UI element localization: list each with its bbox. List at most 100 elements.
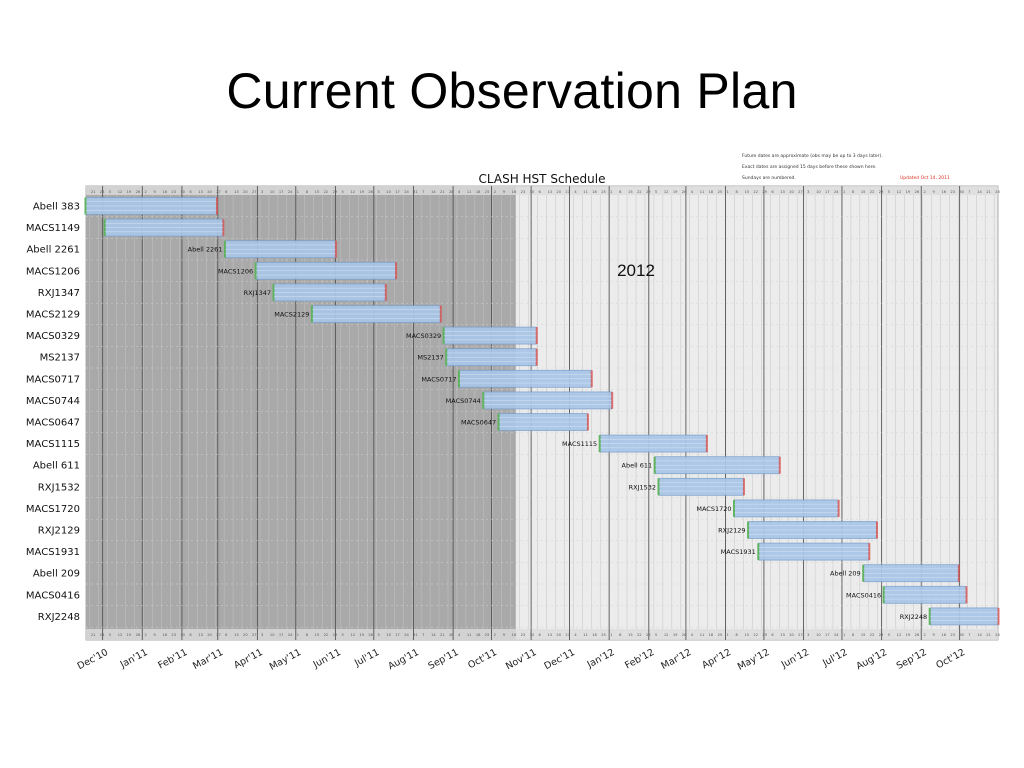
bar-end-marker (222, 219, 225, 237)
row-label: RXJ1347 (38, 288, 80, 299)
bar-start-marker (457, 370, 460, 388)
week-tick-label: 22 (324, 190, 329, 194)
week-tick-label: 10 (270, 190, 275, 194)
week-tick-label: 11 (467, 633, 472, 637)
schedule-bar (653, 456, 781, 475)
week-tick-label: 4 (691, 190, 694, 194)
week-tick-label: 14 (431, 633, 436, 637)
week-tick-label: 8 (736, 633, 739, 637)
week-tick-label: 26 (915, 190, 920, 194)
week-tick-label: 22 (753, 633, 758, 637)
week-tick-label: 24 (834, 633, 839, 637)
bar-label: Abell 209 (830, 570, 861, 578)
bar-end-marker (742, 478, 745, 496)
week-tick-label: 18 (592, 633, 597, 637)
week-tick-label: 4 (574, 190, 577, 194)
week-tick-label: 21 (986, 190, 991, 194)
week-tick-label: 17 (825, 190, 830, 194)
week-tick-label: 11 (700, 190, 705, 194)
week-tick-label: 28 (449, 190, 454, 194)
bar-end-marker (439, 305, 442, 323)
week-tick-label: 12 (118, 633, 123, 637)
week-tick-label: 9 (154, 190, 157, 194)
row-label: MACS1206 (26, 266, 80, 277)
week-tick-label: 10 (386, 633, 391, 637)
week-tick-label: 27 (216, 633, 221, 637)
week-tick-label: 16 (162, 633, 167, 637)
schedule-bar (272, 283, 387, 302)
bar-start-marker (272, 283, 275, 301)
week-tick-label: 2 (494, 190, 496, 194)
week-tick-label: 4 (458, 633, 461, 637)
week-tick-label: 7 (422, 190, 424, 194)
week-tick-label: 5 (655, 633, 657, 637)
week-tick-label: 17 (395, 190, 400, 194)
schedule-bar (310, 305, 442, 323)
week-tick-label: 16 (512, 633, 517, 637)
bar-start-marker (482, 391, 485, 409)
bar-label: Abell 611 (622, 462, 653, 470)
week-tick-label: 10 (816, 633, 821, 637)
week-tick-label: 9 (932, 633, 935, 637)
week-tick-label: 8 (619, 633, 622, 637)
week-tick-label: 6 (771, 190, 774, 194)
week-tick-label: 14 (977, 190, 982, 194)
row-label: MACS0744 (26, 396, 80, 407)
month-tick-label: Jun'11 (311, 647, 343, 671)
schedule-bar (223, 240, 337, 259)
week-tick-label: 12 (664, 190, 669, 194)
row-label: MACS1931 (26, 547, 80, 558)
row-label: MS2137 (40, 353, 80, 364)
week-tick-label: 9 (154, 633, 157, 637)
row-label: MACS1720 (26, 504, 80, 515)
week-tick-label: 30 (959, 633, 964, 637)
bar-label: MACS1720 (696, 505, 731, 513)
week-tick-label: 24 (834, 190, 839, 194)
schedule-bar (442, 326, 538, 345)
week-tick-label: 26 (136, 633, 141, 637)
week-tick-label: 15 (628, 190, 633, 194)
week-tick-label: 11 (467, 190, 472, 194)
week-tick-label: 24 (288, 190, 293, 194)
week-tick-label: 30 (959, 190, 964, 194)
week-tick-label: 27 (798, 633, 803, 637)
week-tick-label: 22 (753, 190, 758, 194)
row-label: MACS0647 (26, 418, 80, 429)
week-tick-label: 11 (583, 633, 588, 637)
week-tick-label: 30 (530, 190, 535, 194)
week-tick-label: 30 (180, 190, 185, 194)
week-tick-label: 13 (198, 190, 203, 194)
month-tick-label: Jan'11 (118, 647, 150, 671)
week-tick-label: 17 (825, 633, 830, 637)
bar-start-marker (497, 413, 500, 431)
week-tick-label: 3 (261, 190, 263, 194)
week-tick-label: 2 (924, 190, 926, 194)
bar-end-marker (705, 435, 708, 453)
schedule-bar (862, 564, 960, 583)
week-tick-label: 25 (718, 190, 723, 194)
row-label: Abell 611 (33, 461, 80, 472)
week-tick-label: 4 (458, 190, 461, 194)
row-label: MACS1149 (26, 223, 80, 234)
week-tick-label: 21 (91, 633, 96, 637)
bar-label: MACS0744 (446, 397, 481, 405)
week-tick-label: 26 (136, 190, 141, 194)
week-tick-label: 21 (440, 633, 445, 637)
month-tick-label: Jun'12 (779, 647, 811, 671)
schedule-bar (254, 261, 398, 280)
week-tick-label: 6 (225, 633, 228, 637)
week-tick-label: 22 (870, 633, 875, 637)
week-tick-label: 27 (565, 633, 570, 637)
week-tick-label: 12 (664, 633, 669, 637)
week-tick-label: 30 (530, 633, 535, 637)
bar-label: MACS0329 (406, 332, 441, 340)
week-tick-label: 13 (780, 190, 785, 194)
week-tick-label: 1 (297, 190, 299, 194)
week-tick-label: 26 (368, 190, 373, 194)
bar-label: Abell 2261 (188, 246, 223, 254)
bar-start-marker (928, 607, 931, 625)
bar-end-marker (611, 391, 614, 409)
bar-end-marker (215, 197, 218, 215)
month-tick-label: Mar'12 (659, 647, 693, 672)
week-tick-label: 5 (888, 190, 890, 194)
